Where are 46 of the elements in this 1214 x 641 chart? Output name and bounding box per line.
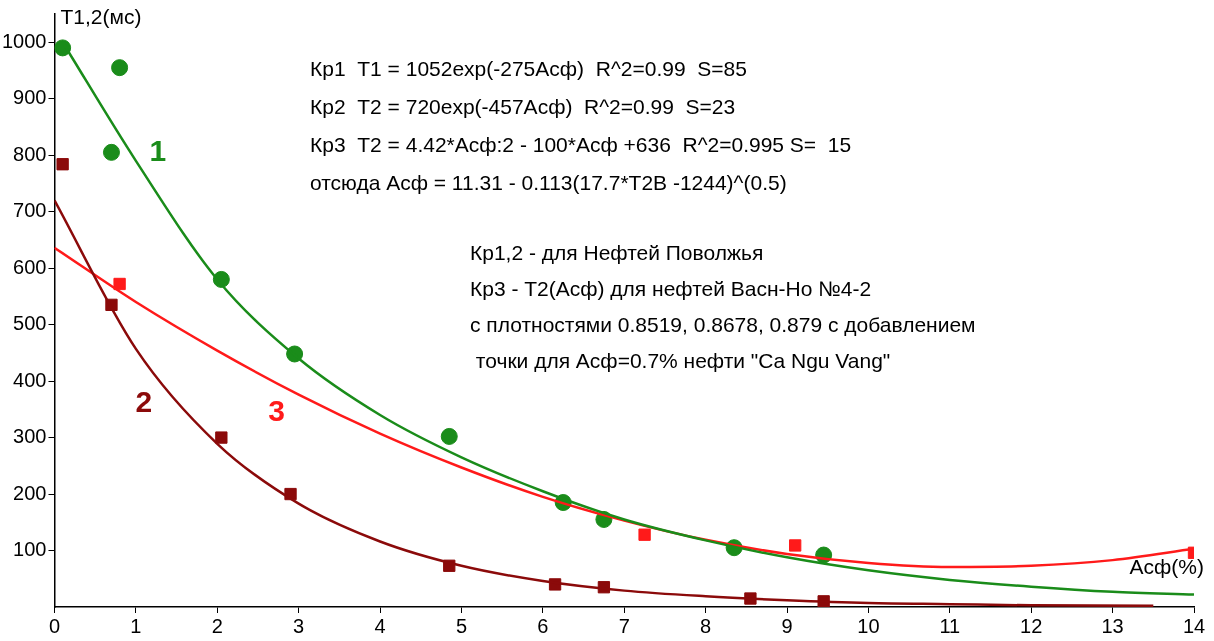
y-tick-label: 500 [13,312,47,335]
x-tick-label: 7 [618,614,630,637]
point [56,158,69,171]
y-axis-title: T1,2(мс) [60,5,142,29]
annotation: Кр1,2 - для Нефтей Поволжья [470,241,764,264]
x-tick-label: 2 [211,614,223,637]
annotation: Кр1 T1 = 1052exp(-275Асф) R^2=0.99 S=85 [310,57,747,80]
annotation: с плотностями 0.8519, 0.8678, 0.879 с добавлением [470,313,976,336]
x-tick-label: 9 [781,614,793,637]
point [111,59,129,77]
x-tick-label: 11 [939,614,961,637]
point [113,277,126,291]
x-tick-label: 5 [455,614,468,637]
x-tick-label: 12 [1020,614,1043,637]
x-tick-label: 10 [857,614,880,637]
y-tick-label: 1000 [1,29,47,52]
point [638,528,651,541]
point [102,143,120,161]
annotation: отсюда Асф = 11.31 - 0.113(17.7*T2В -1244)^(0.5) [310,171,787,194]
x-tick-label: 4 [374,614,386,637]
x-tick-label: 6 [537,614,549,637]
point [440,427,458,445]
x-tick-label: 8 [700,614,712,637]
y-tick-label: 200 [13,481,47,504]
x-tick-label: 3 [293,614,305,637]
point [215,431,228,444]
x-tick-label: 1 [130,614,142,637]
series-label: 2 [135,385,153,419]
point [789,539,802,552]
x-axis-title: Асф(%) [1129,555,1204,579]
x-tick-label: 14 [1182,614,1206,637]
annotation: точки для Асф=0.7% нефти "Ca Ngu Vang" [474,349,891,372]
y-tick-label: 900 [13,86,47,109]
y-tick-label: 700 [13,199,47,222]
annotation: Кр2 T2 = 720exp(-457Асф) R^2=0.99 S=23 [310,95,736,118]
y-tick-label: 800 [13,142,47,165]
x-tick-label: 0 [48,614,61,637]
series-label: 3 [268,393,286,427]
annotation: Кр3 - T2(Асф) для нефтей Васн-Ho №4-2 [470,277,872,300]
annotation: Кр3 T2 = 4.42*Асф:2 - 100*Асф +636 R^2=0.995 S= 15 [310,133,852,156]
y-tick-label: 100 [13,538,47,561]
y-tick-label: 300 [13,425,47,448]
x-tick-label: 13 [1101,614,1124,637]
y-tick-label: 600 [13,255,47,278]
y-tick-label: 400 [13,368,47,391]
series-label: 1 [149,134,167,168]
